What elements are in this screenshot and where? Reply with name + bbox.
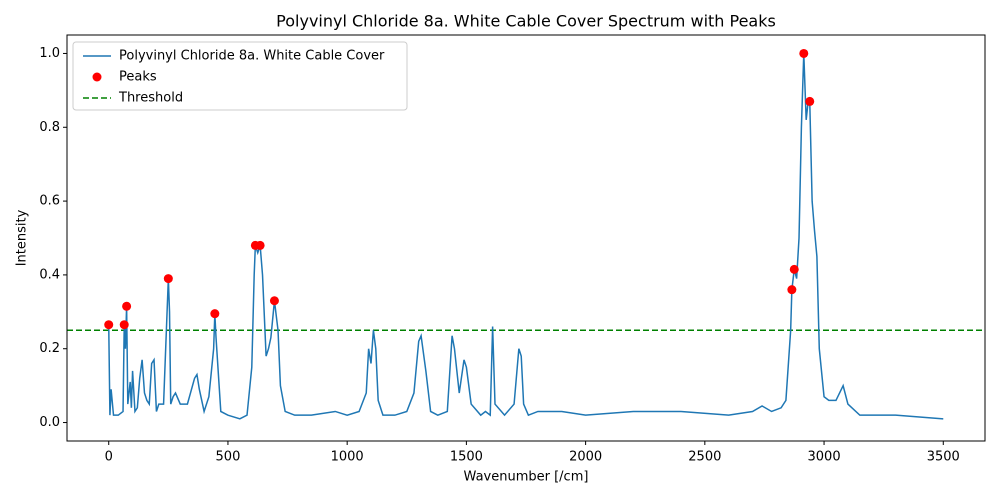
x-tick-label: 2000 [569, 450, 602, 465]
legend-label: Polyvinyl Chloride 8a. White Cable Cover [119, 49, 385, 64]
legend-swatch [92, 72, 102, 82]
x-tick-label: 2500 [688, 450, 721, 465]
y-axis-label: Intensity [15, 209, 30, 266]
peak-marker [255, 240, 265, 250]
y-tick-label: 0.8 [39, 120, 60, 135]
x-tick-label: 3000 [808, 450, 841, 465]
peak-marker [122, 301, 132, 311]
peak-marker [210, 309, 220, 319]
plot-area [67, 48, 985, 420]
peak-marker [163, 274, 173, 284]
x-axis-label: Wavenumber [/cm] [464, 470, 589, 485]
x-tick-label: 1000 [331, 450, 364, 465]
legend-label: Peaks [119, 70, 157, 85]
x-tick-label: 0 [105, 450, 113, 465]
y-tick-label: 1.0 [39, 46, 60, 61]
y-tick-label: 0.4 [39, 267, 60, 282]
legend-box [72, 41, 408, 111]
peak-marker [104, 320, 114, 330]
x-tick-label: 1500 [450, 450, 483, 465]
peak-marker [119, 320, 129, 330]
chart-title: Polyvinyl Chloride 8a. White Cable Cover… [276, 12, 776, 31]
peak-marker [799, 48, 809, 58]
axes-frame [66, 34, 986, 442]
peak-marker [805, 96, 815, 106]
legend-label: Threshold [118, 91, 183, 106]
peak-marker [787, 285, 797, 295]
y-tick-label: 0.6 [39, 194, 60, 209]
y-tick-label: 0.0 [39, 415, 60, 430]
peak-marker [789, 264, 799, 274]
x-tick-label: 500 [216, 450, 241, 465]
y-tick-label: 0.2 [39, 341, 60, 356]
spectrum-line [107, 53, 944, 420]
x-tick-label: 3500 [927, 450, 960, 465]
peak-marker [269, 296, 279, 306]
